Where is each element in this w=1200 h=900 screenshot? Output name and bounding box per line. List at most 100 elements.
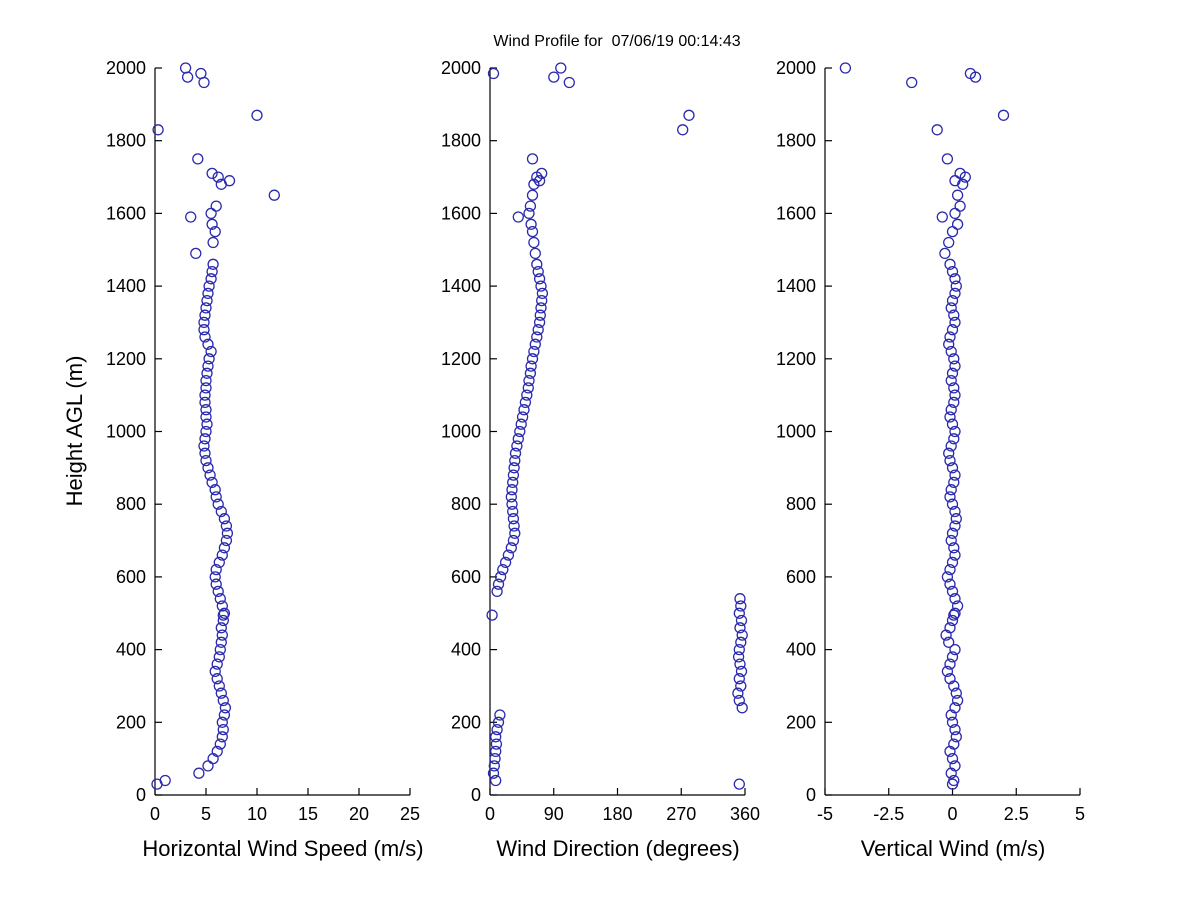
- data-point-marker: [195, 67, 207, 80]
- y-tick-label: 1800: [441, 131, 481, 151]
- data-point-marker: [949, 723, 961, 736]
- data-point-marker: [216, 549, 228, 561]
- x-tick-label: 90: [544, 804, 564, 824]
- data-point-marker: [532, 265, 544, 278]
- x-axis-label-vertical-wind: Vertical Wind (m/s): [860, 836, 1046, 861]
- data-point-marker: [499, 556, 512, 569]
- data-point-marker: [204, 469, 216, 481]
- y-tick-label: 1400: [106, 276, 146, 296]
- data-point-marker: [218, 542, 231, 554]
- y-tick-label: 400: [116, 640, 146, 660]
- y-tick-label: 0: [136, 785, 146, 805]
- data-point-marker: [936, 211, 948, 223]
- data-point-marker: [217, 609, 229, 621]
- data-point-marker: [216, 716, 228, 728]
- data-point-marker: [214, 593, 226, 605]
- data-point-marker: [732, 687, 744, 699]
- data-point-marker: [198, 440, 210, 452]
- data-point-marker: [508, 462, 520, 474]
- y-tick-label: 1600: [776, 203, 816, 223]
- data-point-marker: [944, 454, 956, 467]
- data-point-marker: [839, 62, 852, 74]
- y-tick-label: 0: [471, 785, 481, 805]
- y-tick-label: 1000: [776, 422, 816, 442]
- data-point-marker: [201, 418, 213, 430]
- data-point-marker: [206, 167, 218, 180]
- data-point-marker: [506, 498, 518, 510]
- data-point-marker: [733, 694, 745, 707]
- data-point-marker: [946, 265, 959, 278]
- data-point-marker: [943, 236, 955, 249]
- data-point-marker: [181, 71, 194, 83]
- data-point-marker: [509, 527, 521, 539]
- data-point-marker: [944, 673, 956, 685]
- data-point-marker: [502, 549, 515, 561]
- data-point-marker: [205, 273, 217, 285]
- data-point-marker: [950, 280, 962, 292]
- data-point-marker: [199, 396, 211, 409]
- data-point-marker: [949, 520, 961, 532]
- data-point-marker: [209, 225, 221, 238]
- data-point-marker: [200, 382, 212, 394]
- data-point-marker: [941, 571, 954, 583]
- data-point-marker: [211, 658, 223, 670]
- y-tick-label: 1600: [106, 203, 146, 223]
- data-point-marker: [528, 236, 540, 249]
- data-point-marker: [210, 200, 222, 212]
- data-point-marker: [946, 324, 959, 336]
- x-tick-label: -5: [817, 804, 833, 824]
- data-point-marker: [525, 360, 537, 372]
- x-tick-label: 5: [201, 804, 211, 824]
- x-tick-label: 0: [947, 804, 957, 824]
- data-point-marker: [220, 534, 233, 547]
- data-point-marker: [945, 404, 957, 416]
- data-point-marker: [202, 287, 214, 300]
- data-point-marker: [533, 316, 546, 329]
- data-point-marker: [203, 353, 215, 365]
- data-point-marker: [507, 534, 520, 547]
- data-point-marker: [529, 247, 541, 260]
- data-point-marker: [213, 651, 225, 663]
- data-point-marker: [535, 302, 547, 314]
- data-point-marker: [507, 513, 520, 525]
- data-point-marker: [507, 476, 519, 489]
- data-point-marker: [214, 643, 226, 656]
- data-point-marker: [216, 731, 228, 743]
- data-point-marker: [214, 738, 226, 750]
- data-point-marker: [508, 520, 520, 532]
- y-tick-label: 400: [786, 640, 816, 660]
- data-point-marker: [536, 167, 548, 180]
- data-point-marker: [210, 491, 222, 503]
- data-point-marker: [733, 643, 745, 656]
- x-tick-label: 10: [247, 804, 267, 824]
- data-point-marker: [949, 505, 961, 518]
- data-point-marker: [211, 745, 223, 758]
- data-point-marker: [487, 67, 500, 80]
- data-point-marker: [200, 454, 212, 467]
- data-point-marker: [939, 247, 951, 260]
- data-point-marker: [948, 309, 960, 321]
- x-axis-label-horizontal-wind-speed: Horizontal Wind Speed (m/s): [142, 836, 424, 861]
- data-point-marker: [206, 265, 218, 278]
- data-point-marker: [526, 189, 539, 201]
- data-point-marker: [202, 462, 214, 474]
- data-point-marker: [505, 542, 517, 554]
- y-tick-label: 2000: [441, 58, 481, 78]
- data-point-marker: [948, 396, 960, 409]
- data-point-marker: [949, 207, 961, 220]
- data-point-marker: [490, 738, 503, 750]
- y-tick-label: 0: [806, 785, 816, 805]
- y-tick-label: 1400: [441, 276, 481, 296]
- y-tick-label: 1000: [441, 422, 481, 442]
- data-point-marker: [216, 600, 228, 612]
- data-point-marker: [505, 491, 517, 503]
- data-point-marker: [516, 411, 529, 423]
- data-point-marker: [201, 367, 213, 379]
- data-point-marker: [736, 629, 748, 641]
- data-point-marker: [735, 680, 747, 692]
- data-point-marker: [206, 218, 218, 230]
- data-point-marker: [198, 316, 210, 329]
- data-point-marker: [489, 752, 501, 765]
- data-point-marker: [205, 345, 217, 358]
